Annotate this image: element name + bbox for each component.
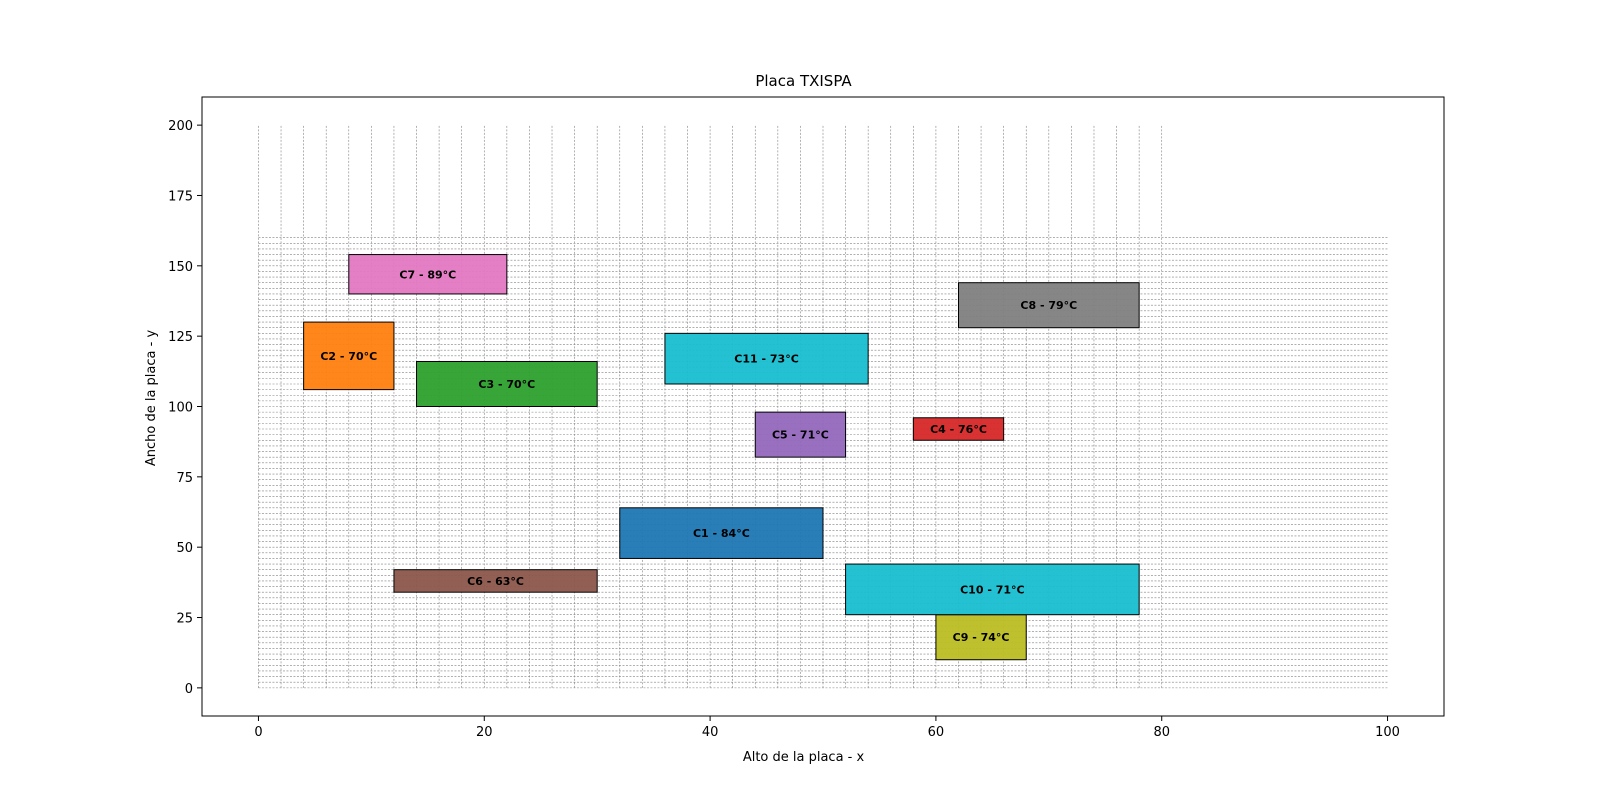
x-ticks: 0 20 40 60 80 100 [254,716,1400,740]
component-label: C2 - 70°C [320,350,377,363]
component-c2: C2 - 70°C [303,321,395,391]
y-tick-label: 150 [168,260,193,275]
component-label: C9 - 74°C [953,631,1010,644]
component-rect [619,507,824,559]
component-rect [935,614,1027,661]
y-tick-label: 75 [176,471,193,486]
component-rect [393,569,598,593]
component-label: C4 - 76°C [930,423,987,436]
chart-title: Placa TXISPA [755,72,852,90]
component-c5: C5 - 71°C [754,411,847,458]
component-label: C6 - 63°C [467,575,524,588]
component-label: C5 - 71°C [772,429,829,442]
component-rect [348,254,508,295]
y-tick-label: 100 [168,401,193,416]
component-label: C8 - 79°C [1020,299,1077,312]
component-c1: C1 - 84°C [619,507,824,559]
x-tick-label: 80 [1153,725,1170,740]
y-axis-label: Ancho de la placa - y [144,330,159,467]
component-c4: C4 - 76°C [912,417,1005,441]
component-label: C10 - 71°C [960,583,1025,596]
y-ticks: 0 25 50 75 100 125 150 175 200 [168,119,202,697]
component-c8: C8 - 79°C [957,282,1140,329]
component-label: C1 - 84°C [693,527,750,540]
x-tick-label: 20 [476,725,493,740]
component-c9: C9 - 74°C [935,614,1027,661]
component-rect [754,411,847,458]
y-tick-label: 125 [168,330,193,345]
y-tick-label: 25 [176,612,193,627]
y-tick-label: 0 [185,682,193,697]
y-tick-label: 175 [168,189,193,204]
y-tick-label: 50 [176,541,193,556]
component-rect [845,563,1140,616]
component-label: C3 - 70°C [478,378,535,391]
component-c3: C3 - 70°C [416,360,598,407]
component-c10: C10 - 71°C [845,563,1140,616]
x-tick-label: 100 [1375,725,1400,740]
component-label: C11 - 73°C [734,353,799,366]
component-c11: C11 - 73°C [664,332,869,385]
x-tick-label: 40 [702,725,719,740]
component-rect [957,282,1140,329]
components: C1 - 84°C C2 - 70°C C3 - 70°C C4 - 76°C C5 -… [303,254,1140,661]
component-rect [416,360,598,407]
component-c7: C7 - 89°C [348,254,508,295]
component-c6: C6 - 63°C [393,569,598,593]
x-axis-label: Alto de la placa - x [743,750,865,765]
x-tick-label: 0 [254,725,262,740]
component-rect [664,332,869,385]
x-tick-label: 60 [928,725,945,740]
y-tick-label: 200 [168,119,193,134]
component-rect [912,417,1005,441]
component-rect [303,321,395,391]
component-label: C7 - 89°C [399,268,456,281]
